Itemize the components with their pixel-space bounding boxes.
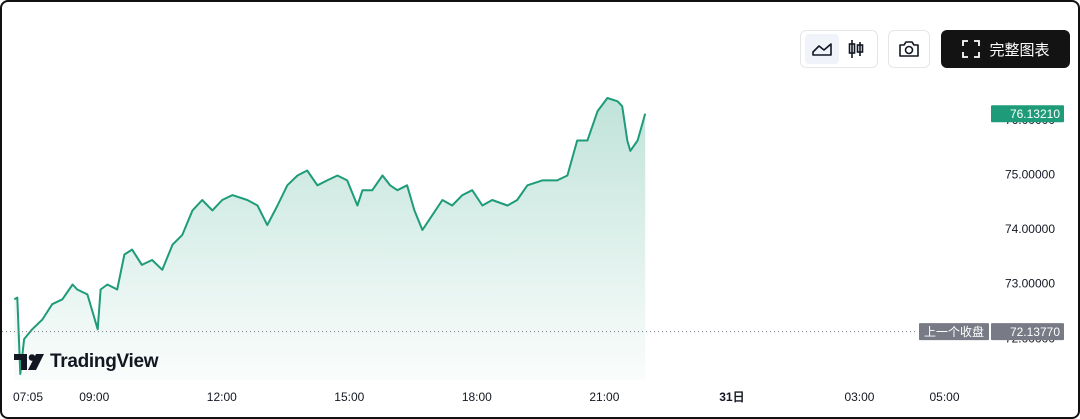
area-fill: [14, 98, 646, 380]
previous-close-value: 72.13770: [1010, 325, 1060, 339]
last-price-value: 76.13210: [1010, 107, 1060, 121]
expand-icon: [962, 40, 981, 58]
x-tick-label: 03:00: [844, 390, 874, 404]
logo-icon: [14, 354, 44, 370]
previous-close-name-box: [919, 323, 989, 341]
x-tick-label: 05:00: [929, 390, 959, 404]
x-tick-label: 07:05: [13, 390, 43, 404]
logo-text: TradingView: [50, 351, 159, 372]
previous-close-name: 上一个收盘: [924, 324, 984, 339]
candle-icon: [848, 40, 864, 58]
x-tick-label: 12:00: [207, 390, 237, 404]
previous-close-value-box: [991, 323, 1064, 341]
y-tick-label: 75.00000: [1005, 168, 1055, 182]
camera-icon: [899, 41, 919, 57]
price-line: [13, 97, 647, 375]
x-tick-label: 21:00: [589, 390, 619, 404]
full-chart-button[interactable]: 完整图表: [941, 30, 1070, 68]
x-tick-label: 18:00: [462, 390, 492, 404]
x-tick-label: 09:00: [79, 390, 109, 404]
y-tick-label: 74.00000: [1005, 222, 1055, 236]
chart-style-group: [800, 30, 878, 68]
last-price-box: [991, 105, 1064, 123]
area-style-button[interactable]: [805, 34, 839, 64]
snapshot-button[interactable]: [888, 30, 930, 68]
x-tick-label: 31日: [719, 390, 744, 404]
full-chart-label: 完整图表: [989, 41, 1050, 59]
y-tick-label: 73.00000: [1005, 277, 1055, 291]
x-tick-label: 15:00: [334, 390, 364, 404]
area-icon: [812, 43, 832, 56]
candle-style-button[interactable]: [839, 34, 873, 64]
logo: TradingView: [14, 351, 159, 373]
